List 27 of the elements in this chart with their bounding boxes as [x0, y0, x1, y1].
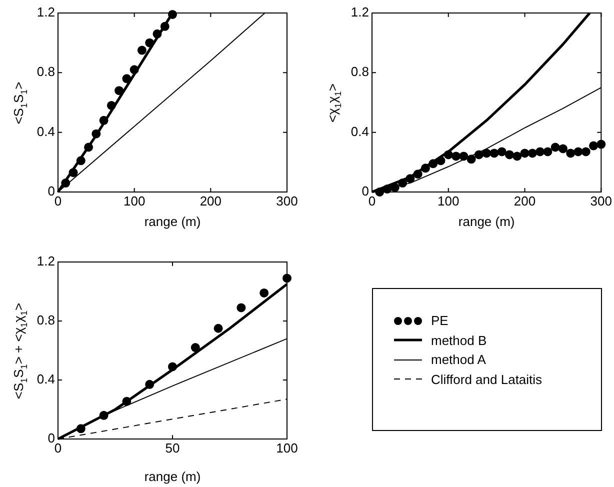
y-tick-label: 1.2: [36, 4, 55, 20]
x-tick-label: 300: [276, 193, 298, 208]
x-tick-label: 100: [276, 440, 298, 456]
y-tick-label: 1.2: [350, 4, 369, 20]
y-tick-label: 0.8: [36, 312, 55, 328]
legend-label: Clifford and Lataitis: [431, 372, 542, 387]
legend-label: method A: [431, 352, 486, 368]
y-tick-label: 0: [48, 430, 55, 446]
legend-label: method B: [431, 332, 487, 348]
y-tick-label: 0: [362, 184, 369, 199]
x-tick-label: 200: [200, 193, 222, 208]
x-tick-label: 100: [438, 193, 460, 208]
x-axis-title: range (m): [458, 214, 515, 229]
x-tick-label: 200: [514, 193, 536, 208]
x-axis-title: range (m): [144, 468, 201, 484]
x-tick-label: 100: [123, 193, 146, 208]
y-tick-label: 0.4: [350, 124, 369, 139]
x-tick-label: 300: [590, 193, 612, 208]
x-axis-title: range (m): [144, 214, 201, 229]
y-tick-label: 0.4: [36, 124, 55, 139]
y-tick-label: 0.8: [36, 64, 55, 80]
x-tick-label: 50: [165, 440, 180, 456]
y-tick-label: 0.4: [36, 372, 55, 387]
y-tick-label: 0.8: [350, 64, 369, 80]
y-tick-label: 1.2: [36, 254, 55, 269]
y-tick-label: 0: [48, 184, 55, 199]
legend-label: PE: [431, 313, 448, 328]
